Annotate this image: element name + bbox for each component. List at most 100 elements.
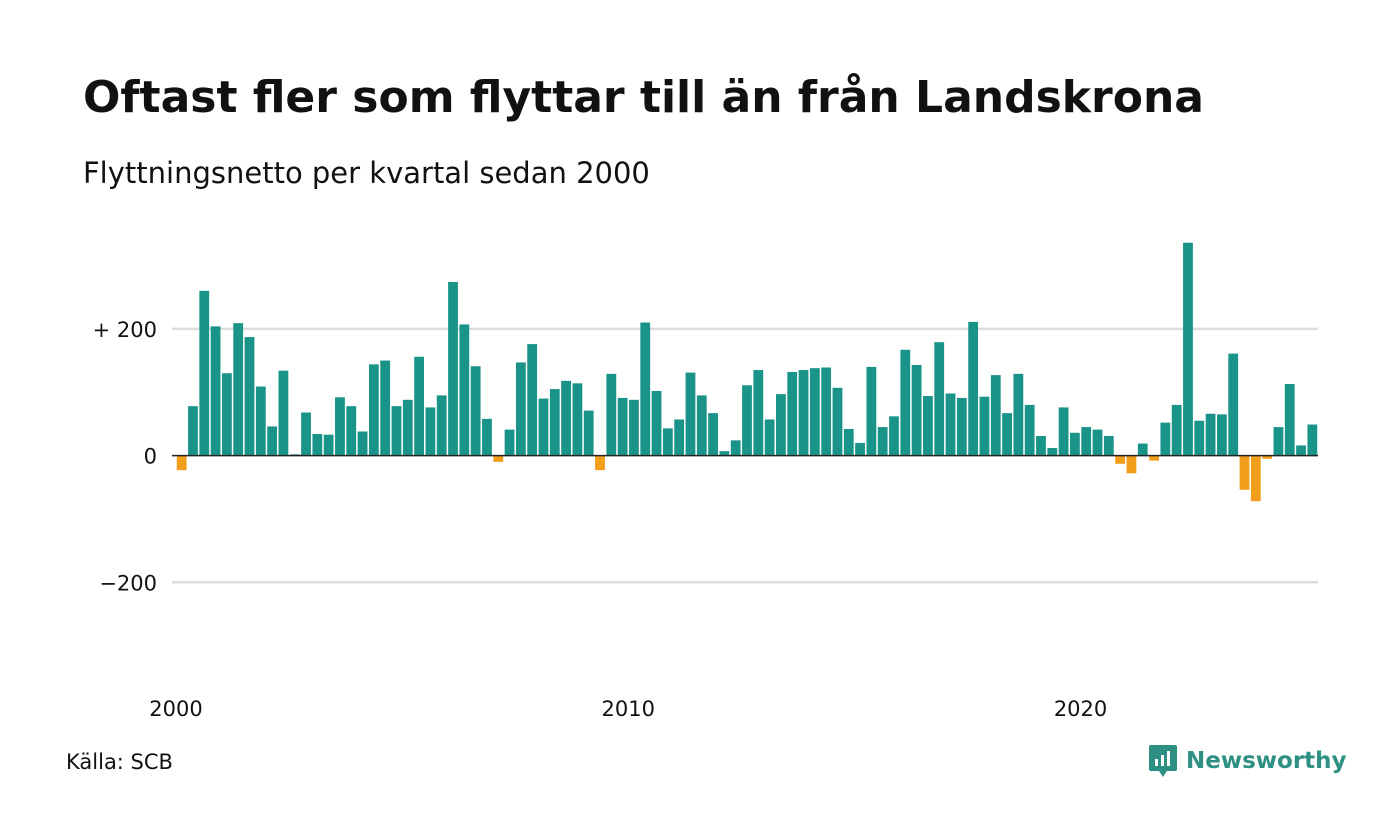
bar: [1239, 455, 1250, 490]
bar: [1194, 420, 1205, 456]
bar: [742, 385, 752, 456]
bar: [267, 426, 278, 456]
bar: [1296, 445, 1306, 456]
bar: [877, 427, 888, 456]
bar: [674, 419, 685, 456]
bar: [493, 455, 504, 462]
y-tick-label: 0: [144, 445, 157, 469]
bar: [470, 366, 481, 456]
bar: [1228, 353, 1239, 456]
bar: [188, 406, 198, 456]
bar: [662, 428, 673, 456]
bar: [911, 364, 922, 456]
bar: [1250, 455, 1261, 502]
bar: [301, 412, 311, 456]
bar: [278, 370, 289, 456]
bar: [855, 442, 865, 456]
bar: [538, 398, 549, 456]
bars: [176, 242, 1318, 502]
x-tick-label: 2010: [602, 697, 655, 721]
bar: [640, 322, 651, 456]
bar: [1058, 407, 1069, 456]
bar: [651, 390, 662, 456]
bar: [1103, 435, 1114, 456]
bar: [1137, 443, 1148, 456]
bar: [1284, 383, 1295, 456]
bar: [312, 434, 323, 456]
bar: [979, 396, 990, 456]
y-tick-label: −200: [99, 571, 157, 595]
bar: [414, 356, 425, 456]
bar: [889, 416, 899, 456]
bar: [1126, 455, 1137, 474]
bar: [380, 360, 391, 456]
bar: [1036, 435, 1046, 456]
bar: [945, 393, 956, 456]
bar: [436, 395, 447, 456]
bar: [583, 410, 594, 456]
bar: [685, 372, 696, 456]
bar: [176, 455, 187, 471]
bar: [1115, 455, 1126, 464]
source-label: Källa: SCB: [66, 750, 173, 774]
bar: [1216, 414, 1227, 456]
bar: [1262, 455, 1273, 459]
bar: [368, 364, 379, 456]
bar: [448, 281, 458, 456]
bar: [1081, 427, 1092, 456]
bar: [595, 455, 605, 471]
bar: [1149, 455, 1159, 461]
bar: [221, 373, 232, 456]
bar: [696, 395, 707, 456]
bar: [934, 342, 945, 456]
chart-title: Oftast fler som flyttar till än från Lan…: [83, 72, 1204, 123]
bar: [1273, 427, 1284, 456]
bar: [1092, 429, 1103, 456]
chart-subtitle: Flyttningsnetto per kvartal sedan 2000: [83, 156, 650, 190]
bar: [843, 428, 854, 456]
bar: [210, 326, 221, 456]
bar: [255, 386, 266, 456]
bar: [866, 366, 877, 456]
bar-chart: + 200 0 −200 2000 2010 2020: [93, 242, 1318, 721]
bar: [719, 451, 730, 456]
bar: [504, 429, 515, 456]
x-tick-label: 2000: [149, 697, 202, 721]
bar: [391, 406, 402, 456]
bar: [459, 324, 470, 456]
bar: [1171, 404, 1182, 456]
bar: [776, 394, 786, 456]
bar: [482, 418, 492, 456]
bar: [900, 349, 911, 456]
bar: [335, 397, 345, 456]
bar: [629, 399, 639, 456]
bar: [617, 397, 628, 456]
axes: + 200 0 −200 2000 2010 2020: [93, 318, 1318, 721]
bar: [923, 396, 933, 456]
bar: [821, 367, 832, 456]
bar: [730, 440, 741, 456]
bar: [968, 321, 979, 456]
grid-lines: [172, 327, 1318, 584]
bar: [1013, 373, 1024, 456]
bar: [244, 337, 255, 456]
bar: [323, 434, 334, 456]
bar: [515, 362, 526, 456]
bar: [1205, 413, 1216, 456]
bar: [764, 419, 775, 456]
bar: [708, 413, 718, 456]
y-tick-label: + 200: [93, 318, 157, 342]
bar: [798, 370, 809, 456]
brand-logo[interactable]: Newsworthy: [1148, 744, 1347, 778]
bar: [787, 371, 798, 456]
bar: [1047, 447, 1058, 456]
x-tick-label: 2020: [1054, 697, 1107, 721]
bar: [357, 431, 368, 456]
bar: [233, 323, 244, 456]
bar: [753, 370, 764, 456]
bar: [527, 344, 538, 456]
bar: [606, 373, 617, 456]
bar: [572, 383, 583, 456]
brand-name: Newsworthy: [1186, 748, 1347, 774]
bar: [549, 389, 560, 456]
